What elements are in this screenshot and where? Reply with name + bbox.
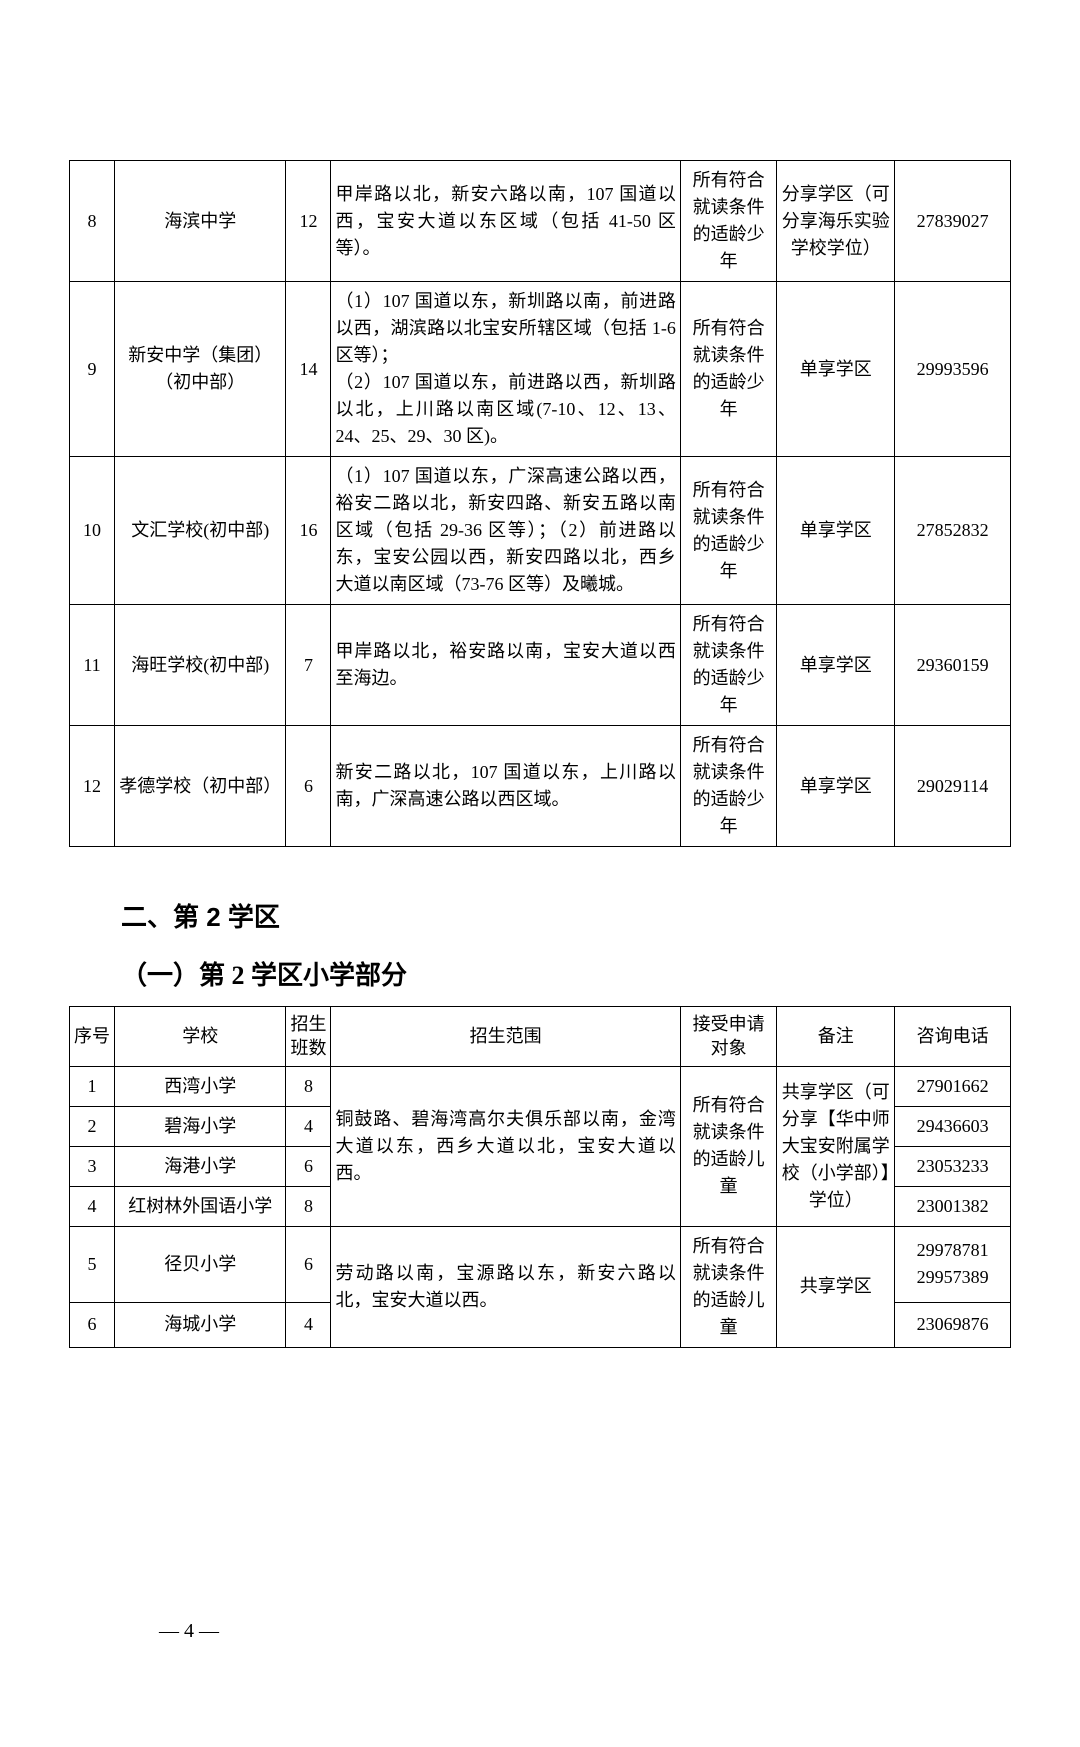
- cell-seq: 12: [70, 726, 115, 847]
- cell-range: 劳动路以南，宝源路以东，新安六路以北，宝安大道以西。: [331, 1226, 680, 1347]
- cell-school: 文汇学校(初中部): [115, 457, 286, 605]
- table-row: 8海滨中学12甲岸路以北，新安六路以南，107 国道以西，宝安大道以东区域（包括…: [70, 161, 1011, 282]
- cell-seq: 8: [70, 161, 115, 282]
- cell-range: 甲岸路以北，裕安路以南，宝安大道以西至海边。: [331, 605, 680, 726]
- cell-remark: 单享学区: [777, 726, 895, 847]
- cell-school: 新安中学（集团）（初中部）: [115, 282, 286, 457]
- cell-remark: 分享学区（可分享海乐实验学校学位）: [777, 161, 895, 282]
- table-row: 11海旺学校(初中部)7甲岸路以北，裕安路以南，宝安大道以西至海边。所有符合就读…: [70, 605, 1011, 726]
- cell-school: 海港小学: [115, 1146, 286, 1186]
- cell-phone: 27839027: [895, 161, 1011, 282]
- cell-phone: 29993596: [895, 282, 1011, 457]
- cell-seq: 1: [70, 1066, 115, 1106]
- cell-classes: 14: [286, 282, 331, 457]
- cell-seq: 11: [70, 605, 115, 726]
- cell-classes: 8: [286, 1066, 331, 1106]
- cell-target: 所有符合就读条件的适龄少年: [680, 726, 776, 847]
- cell-phone: 23069876: [895, 1302, 1011, 1347]
- cell-phone: 23053233: [895, 1146, 1011, 1186]
- section-2-subheading: （一）第 2 学区小学部分: [69, 955, 1011, 997]
- cell-school: 径贝小学: [115, 1226, 286, 1302]
- cell-school: 红树林外国语小学: [115, 1186, 286, 1226]
- cell-classes: 8: [286, 1186, 331, 1226]
- cell-range: 新安二路以北，107 国道以东，上川路以南，广深高速公路以西区域。: [331, 726, 680, 847]
- cell-target: 所有符合就读条件的适龄少年: [680, 457, 776, 605]
- cell-range: 铜鼓路、碧海湾高尔夫俱乐部以南，金湾大道以东，西乡大道以北，宝安大道以西。: [331, 1066, 680, 1226]
- table-row: 9新安中学（集团）（初中部）14（1）107 国道以东，新圳路以南，前进路以西，…: [70, 282, 1011, 457]
- cell-seq: 6: [70, 1302, 115, 1347]
- header-target: 接受申请对象: [680, 1007, 776, 1067]
- cell-school: 海滨中学: [115, 161, 286, 282]
- cell-target: 所有符合就读条件的适龄少年: [680, 282, 776, 457]
- cell-school: 海旺学校(初中部): [115, 605, 286, 726]
- cell-remark: 单享学区: [777, 605, 895, 726]
- header-seq: 序号: [70, 1007, 115, 1067]
- cell-range: （1）107 国道以东，新圳路以南，前进路以西，湖滨路以北宝安所辖区域（包括 1…: [331, 282, 680, 457]
- cell-remark: 单享学区: [777, 457, 895, 605]
- cell-phone: 29978781 29957389: [895, 1226, 1011, 1302]
- cell-seq: 5: [70, 1226, 115, 1302]
- page-number: — 4 —: [159, 1615, 219, 1647]
- header-remark: 备注: [777, 1007, 895, 1067]
- cell-phone: 29360159: [895, 605, 1011, 726]
- table-row: 1西湾小学8铜鼓路、碧海湾高尔夫俱乐部以南，金湾大道以东，西乡大道以北，宝安大道…: [70, 1066, 1011, 1106]
- table-row: 10文汇学校(初中部)16（1）107 国道以东，广深高速公路以西，裕安二路以北…: [70, 457, 1011, 605]
- school-table-2: 序号 学校 招生班数 招生范围 接受申请对象 备注 咨询电话 1西湾小学8铜鼓路…: [69, 1006, 1011, 1348]
- cell-classes: 6: [286, 1146, 331, 1186]
- cell-remark: 共享学区: [777, 1226, 895, 1347]
- header-range: 招生范围: [331, 1007, 680, 1067]
- cell-classes: 6: [286, 726, 331, 847]
- cell-phone: 29029114: [895, 726, 1011, 847]
- cell-seq: 3: [70, 1146, 115, 1186]
- cell-seq: 4: [70, 1186, 115, 1226]
- cell-remark: 单享学区: [777, 282, 895, 457]
- cell-target: 所有符合就读条件的适龄少年: [680, 161, 776, 282]
- section-2-heading: 二、第 2 学区: [69, 897, 1011, 939]
- cell-classes: 12: [286, 161, 331, 282]
- cell-target: 所有符合就读条件的适龄儿童: [680, 1226, 776, 1347]
- cell-remark: 共享学区（可分享【华中师大宝安附属学校（小学部）】学位）: [777, 1066, 895, 1226]
- cell-seq: 10: [70, 457, 115, 605]
- header-phone: 咨询电话: [895, 1007, 1011, 1067]
- cell-range: （1）107 国道以东，广深高速公路以西，裕安二路以北，新安四路、新安五路以南区…: [331, 457, 680, 605]
- cell-target: 所有符合就读条件的适龄少年: [680, 605, 776, 726]
- cell-school: 碧海小学: [115, 1106, 286, 1146]
- cell-seq: 2: [70, 1106, 115, 1146]
- cell-classes: 6: [286, 1226, 331, 1302]
- cell-phone: 27901662: [895, 1066, 1011, 1106]
- cell-range: 甲岸路以北，新安六路以南，107 国道以西，宝安大道以东区域（包括 41-50 …: [331, 161, 680, 282]
- cell-phone: 29436603: [895, 1106, 1011, 1146]
- cell-classes: 16: [286, 457, 331, 605]
- cell-classes: 4: [286, 1302, 331, 1347]
- school-table-1: 8海滨中学12甲岸路以北，新安六路以南，107 国道以西，宝安大道以东区域（包括…: [69, 160, 1011, 847]
- cell-school: 西湾小学: [115, 1066, 286, 1106]
- cell-school: 海城小学: [115, 1302, 286, 1347]
- cell-phone: 23001382: [895, 1186, 1011, 1226]
- header-school: 学校: [115, 1007, 286, 1067]
- cell-classes: 7: [286, 605, 331, 726]
- table-row: 12孝德学校（初中部）6新安二路以北，107 国道以东，上川路以南，广深高速公路…: [70, 726, 1011, 847]
- cell-phone: 27852832: [895, 457, 1011, 605]
- cell-school: 孝德学校（初中部）: [115, 726, 286, 847]
- table-row: 5径贝小学6劳动路以南，宝源路以东，新安六路以北，宝安大道以西。所有符合就读条件…: [70, 1226, 1011, 1302]
- table-header-row: 序号 学校 招生班数 招生范围 接受申请对象 备注 咨询电话: [70, 1007, 1011, 1067]
- cell-seq: 9: [70, 282, 115, 457]
- cell-target: 所有符合就读条件的适龄儿童: [680, 1066, 776, 1226]
- cell-classes: 4: [286, 1106, 331, 1146]
- header-classes: 招生班数: [286, 1007, 331, 1067]
